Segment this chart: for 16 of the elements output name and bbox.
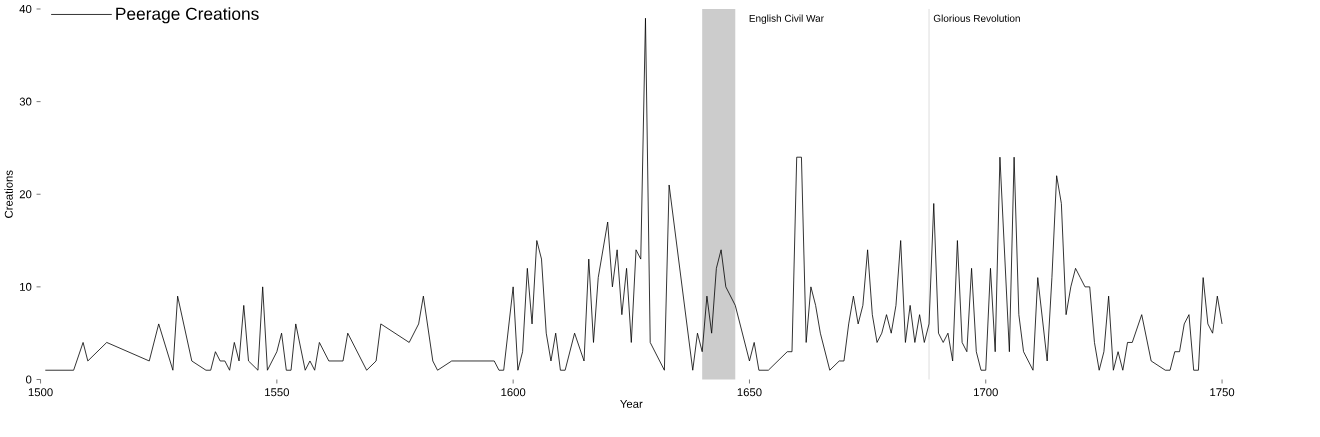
y-axis-title: Creations bbox=[4, 170, 13, 218]
y-tick-label: 20 bbox=[19, 190, 32, 199]
x-tick-label: 1600 bbox=[501, 387, 526, 396]
x-tick-label: 1650 bbox=[737, 387, 762, 396]
ref-line-label: Glorious Revolution bbox=[933, 14, 1020, 22]
y-tick-label: 0 bbox=[25, 375, 32, 384]
x-tick-label: 1700 bbox=[974, 387, 998, 396]
y-tick-label: 10 bbox=[20, 282, 32, 291]
y-tick-label: 30 bbox=[19, 97, 32, 106]
x-tick-label: 1750 bbox=[1210, 387, 1235, 396]
legend-label: Peerage Creations bbox=[116, 6, 259, 24]
x-tick-label: 1500 bbox=[28, 387, 53, 396]
y-tick-label: 40 bbox=[19, 4, 32, 13]
band-label: English Civil War bbox=[749, 14, 824, 24]
x-axis-title: Year bbox=[620, 399, 643, 408]
x-tick-label: 1550 bbox=[265, 387, 289, 396]
